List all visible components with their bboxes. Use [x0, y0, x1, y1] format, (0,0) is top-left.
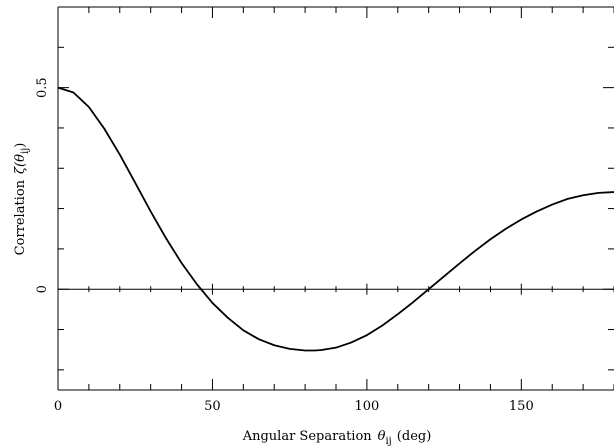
x-tick-label: 150: [509, 399, 534, 414]
x-axis-label-subscript: ij: [385, 436, 391, 447]
y-axis-label-close: ): [13, 143, 28, 148]
y-axis-label-subscript: ij: [20, 148, 31, 154]
y-tick-label: 0.5: [35, 77, 50, 98]
x-axis-label-unit: (deg): [397, 429, 431, 444]
plot-frame: [57, 6, 614, 391]
y-axis-label: Correlation ζ(θij): [13, 143, 31, 256]
x-tick-label: 0: [54, 399, 62, 414]
x-axis-label-symbol: θ: [378, 429, 386, 444]
tick-labels: 0 50 100 150 0 0.5: [35, 77, 534, 414]
y-tick-label: 0: [35, 285, 50, 293]
x-tick-label: 100: [354, 399, 379, 414]
series-group: [57, 86, 614, 352]
x-tick-label: 50: [204, 399, 221, 414]
x-axis-label: Angular Separation θij (deg): [242, 429, 432, 447]
series-line-0: [57, 86, 614, 352]
x-axis-label-text: Angular Separation: [242, 429, 373, 444]
y-axis-label-symbol: ζ(θ: [13, 154, 28, 174]
axis-ticks: [57, 6, 614, 390]
y-axis-label-text: Correlation: [13, 179, 28, 255]
